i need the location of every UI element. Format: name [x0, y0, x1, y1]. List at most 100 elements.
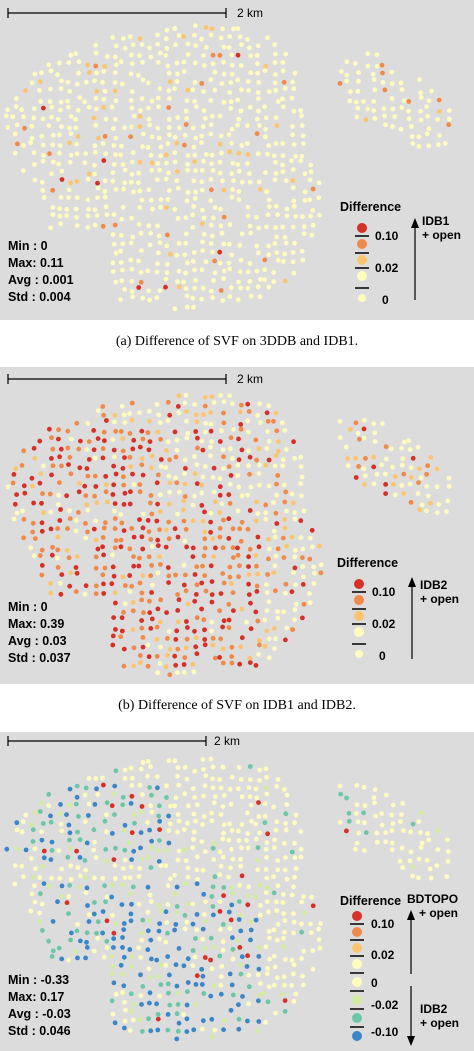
map-point [362, 803, 368, 808]
map-point [184, 293, 190, 299]
map-point [181, 847, 187, 852]
map-point [129, 964, 135, 970]
map-point [82, 483, 88, 489]
map-point [317, 945, 323, 951]
map-point [263, 170, 268, 176]
map-point [220, 571, 226, 576]
map-point [363, 456, 368, 461]
map-point [227, 564, 233, 570]
map-point [48, 813, 53, 819]
map-point [110, 492, 116, 497]
map-point [158, 144, 164, 150]
map-point [227, 574, 233, 580]
map-point [293, 991, 299, 997]
map-point [210, 52, 216, 58]
map-point [165, 954, 171, 959]
map-point [289, 849, 295, 855]
map-point [184, 304, 190, 310]
map-point [445, 837, 450, 843]
map-point [397, 858, 403, 864]
map-point [155, 125, 161, 131]
map-point [185, 189, 191, 195]
map-point [209, 26, 215, 32]
map-point [145, 430, 151, 435]
map-point [46, 938, 51, 944]
map-point [309, 232, 315, 238]
map-point [280, 457, 286, 463]
map-point [129, 266, 135, 272]
map-point [227, 90, 233, 95]
map-point [156, 250, 161, 256]
map-point [212, 205, 218, 211]
map-point [247, 546, 253, 552]
map-point [218, 785, 224, 791]
map-point [139, 534, 145, 540]
map-point [221, 71, 227, 77]
map-point [59, 78, 64, 84]
map-point [140, 984, 146, 989]
map-point [74, 223, 80, 229]
map-point [137, 653, 143, 658]
map-point [92, 839, 97, 845]
map-point [221, 893, 227, 898]
map-point [158, 863, 164, 868]
map-point [55, 547, 61, 553]
map-point [157, 838, 162, 843]
map-point [217, 608, 223, 614]
map-point [155, 670, 161, 676]
map-point [120, 466, 126, 471]
map-point [289, 95, 295, 101]
map-point [111, 447, 117, 453]
map-point [173, 662, 179, 668]
map-point [354, 114, 360, 120]
map-point [93, 537, 99, 543]
map-point [399, 87, 405, 92]
map-point [78, 873, 83, 879]
map-point [100, 404, 106, 409]
map-point [262, 991, 267, 996]
map-point [290, 627, 295, 632]
map-point [185, 52, 191, 57]
map-point [267, 935, 272, 941]
map-point [345, 463, 351, 469]
arrow-label: IDB1 + open [422, 214, 461, 242]
map-point [265, 418, 271, 424]
map-point [195, 802, 200, 808]
map-point [37, 919, 43, 924]
map-point [185, 865, 191, 871]
map-point [100, 572, 106, 578]
map-point [264, 840, 270, 846]
map-point [120, 794, 126, 800]
map-point [202, 394, 208, 400]
map-point [174, 628, 180, 634]
map-point [217, 484, 223, 490]
map-point [3, 113, 9, 119]
stat-std: Std : 0.046 [8, 1024, 71, 1038]
map-point [246, 45, 252, 51]
map-point [435, 847, 441, 852]
map-point [29, 135, 35, 141]
map-point [164, 205, 170, 211]
map-point [273, 51, 278, 57]
map-point [247, 508, 253, 513]
map-point [154, 518, 160, 524]
map-point [391, 482, 396, 487]
map-point [127, 875, 133, 880]
map-point [209, 152, 215, 158]
map-point [253, 518, 259, 524]
map-point [406, 438, 412, 443]
map-point [199, 36, 204, 42]
map-point [102, 818, 108, 824]
map-point [245, 526, 251, 532]
map-point [127, 546, 133, 552]
map-point [199, 1026, 205, 1032]
map-point [139, 792, 145, 797]
map-point [91, 911, 97, 917]
map-point [185, 87, 191, 93]
map-point [245, 285, 251, 291]
map-point [282, 918, 288, 923]
map-point [158, 619, 163, 625]
map-point [176, 240, 182, 246]
map-point [266, 909, 271, 915]
scale-bar: 2 km [7, 6, 263, 20]
